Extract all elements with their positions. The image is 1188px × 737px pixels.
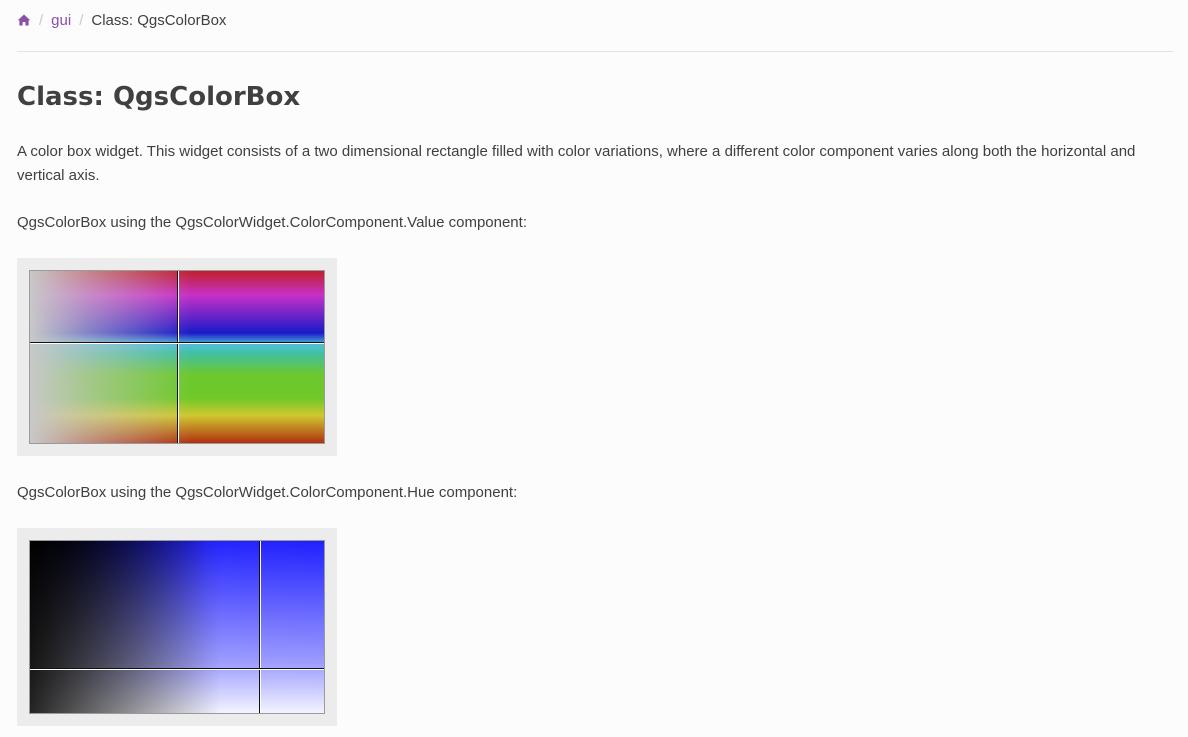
color-box-value: [29, 270, 325, 444]
breadcrumb: / gui / Class: QgsColorBox: [17, 10, 226, 30]
home-icon[interactable]: [17, 13, 31, 27]
crosshair-vertical: [177, 271, 178, 443]
hue-component-image: [17, 528, 337, 726]
class-description: A color box widget. This widget consists…: [17, 143, 1136, 184]
caption-value-component: QgsColorBox using the QgsColorWidget.Col…: [17, 214, 527, 231]
color-box-hue: [29, 540, 325, 714]
value-component-image: [17, 258, 337, 456]
page-title: Class: QgsColorBox: [17, 82, 301, 112]
breadcrumb-current: Class: QgsColorBox: [91, 11, 227, 29]
crosshair-vertical: [259, 541, 260, 713]
breadcrumb-separator: /: [79, 11, 84, 29]
divider: [17, 51, 1173, 52]
breadcrumb-link-gui[interactable]: gui: [51, 11, 72, 29]
crosshair-horizontal: [30, 668, 324, 669]
crosshair-horizontal: [30, 342, 324, 343]
caption-hue-component: QgsColorBox using the QgsColorWidget.Col…: [17, 484, 518, 501]
breadcrumb-separator: /: [39, 11, 44, 29]
